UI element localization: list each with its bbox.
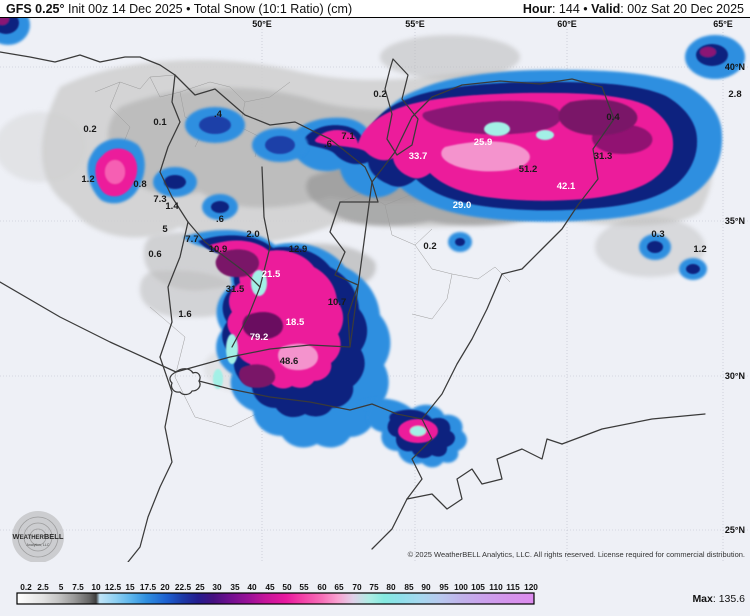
svg-text:15: 15 xyxy=(125,582,135,592)
svg-text:10.7: 10.7 xyxy=(328,297,347,308)
svg-text:17.5: 17.5 xyxy=(140,582,157,592)
svg-text:7.7: 7.7 xyxy=(185,234,198,245)
svg-text:100: 100 xyxy=(454,582,468,592)
svg-text:29.0: 29.0 xyxy=(453,200,472,211)
svg-text:© 2025 WeatherBELL Analytics,: © 2025 WeatherBELL Analytics, LLC. All r… xyxy=(408,550,745,559)
svg-text:1.6: 1.6 xyxy=(178,309,191,320)
svg-text:0.4: 0.4 xyxy=(606,112,620,123)
svg-text:0.2: 0.2 xyxy=(20,582,32,592)
svg-text:95: 95 xyxy=(439,582,449,592)
svg-text:115: 115 xyxy=(506,582,520,592)
svg-text:.6: .6 xyxy=(216,214,224,225)
svg-text:30: 30 xyxy=(212,582,222,592)
svg-text:33.7: 33.7 xyxy=(409,151,428,162)
svg-text:70: 70 xyxy=(352,582,362,592)
svg-text:25.9: 25.9 xyxy=(474,137,493,148)
svg-text:40: 40 xyxy=(247,582,257,592)
svg-text:5: 5 xyxy=(59,582,64,592)
svg-text:55: 55 xyxy=(299,582,309,592)
svg-text:0.3: 0.3 xyxy=(651,229,664,240)
svg-text:79.2: 79.2 xyxy=(250,332,269,343)
svg-text:0.2: 0.2 xyxy=(423,241,436,252)
svg-text:1.2: 1.2 xyxy=(81,174,94,185)
svg-text:5: 5 xyxy=(162,224,168,235)
svg-text:105: 105 xyxy=(471,582,485,592)
svg-text:50: 50 xyxy=(282,582,292,592)
svg-text:40°N: 40°N xyxy=(725,62,745,72)
svg-text:60°E: 60°E xyxy=(557,19,577,29)
svg-text:60: 60 xyxy=(317,582,327,592)
svg-text:25°N: 25°N xyxy=(725,525,745,535)
svg-text:42.1: 42.1 xyxy=(557,181,576,192)
svg-text:12.9: 12.9 xyxy=(289,244,308,255)
svg-text:120: 120 xyxy=(524,582,538,592)
svg-text:50°E: 50°E xyxy=(252,19,272,29)
svg-text:2.0: 2.0 xyxy=(246,229,259,240)
svg-text:20: 20 xyxy=(160,582,170,592)
svg-text:0.2: 0.2 xyxy=(83,124,96,135)
svg-text:85: 85 xyxy=(404,582,414,592)
svg-text:45: 45 xyxy=(265,582,275,592)
svg-text:110: 110 xyxy=(489,582,503,592)
svg-text:31.3: 31.3 xyxy=(594,151,613,162)
svg-text:2.8: 2.8 xyxy=(728,89,741,100)
svg-text:22.5: 22.5 xyxy=(175,582,192,592)
svg-text:7.1: 7.1 xyxy=(341,131,355,142)
svg-text:1.2: 1.2 xyxy=(693,244,706,255)
svg-text:21.5: 21.5 xyxy=(262,269,281,280)
svg-text:35: 35 xyxy=(230,582,240,592)
svg-text:65: 65 xyxy=(334,582,344,592)
svg-text:Max: 135.6: Max: 135.6 xyxy=(692,593,745,605)
svg-text:0.6: 0.6 xyxy=(148,249,161,260)
svg-text:0.8: 0.8 xyxy=(133,179,146,190)
svg-text:35°N: 35°N xyxy=(725,216,745,226)
svg-text:31.5: 31.5 xyxy=(226,284,245,295)
svg-text:0.1: 0.1 xyxy=(153,117,167,128)
svg-text:Analytics, LLC: Analytics, LLC xyxy=(27,543,50,547)
svg-text:12.5: 12.5 xyxy=(105,582,122,592)
svg-text:80: 80 xyxy=(386,582,396,592)
svg-text:55°E: 55°E xyxy=(405,19,425,29)
svg-text:51.2: 51.2 xyxy=(519,164,538,175)
svg-text:90: 90 xyxy=(421,582,431,592)
svg-text:0.2: 0.2 xyxy=(373,89,386,100)
svg-text:75: 75 xyxy=(369,582,379,592)
svg-text:25: 25 xyxy=(195,582,205,592)
svg-text:10.9: 10.9 xyxy=(209,244,228,255)
svg-text:2.5: 2.5 xyxy=(37,582,49,592)
svg-text:1.4: 1.4 xyxy=(165,201,179,212)
svg-text:.4: .4 xyxy=(214,109,223,120)
svg-text:30°N: 30°N xyxy=(725,371,745,381)
svg-text:.6: .6 xyxy=(324,139,332,150)
svg-text:48.6: 48.6 xyxy=(280,356,299,367)
svg-text:7.5: 7.5 xyxy=(72,582,84,592)
svg-text:65°E: 65°E xyxy=(713,19,733,29)
svg-text:10: 10 xyxy=(91,582,101,592)
svg-text:18.5: 18.5 xyxy=(286,317,305,328)
